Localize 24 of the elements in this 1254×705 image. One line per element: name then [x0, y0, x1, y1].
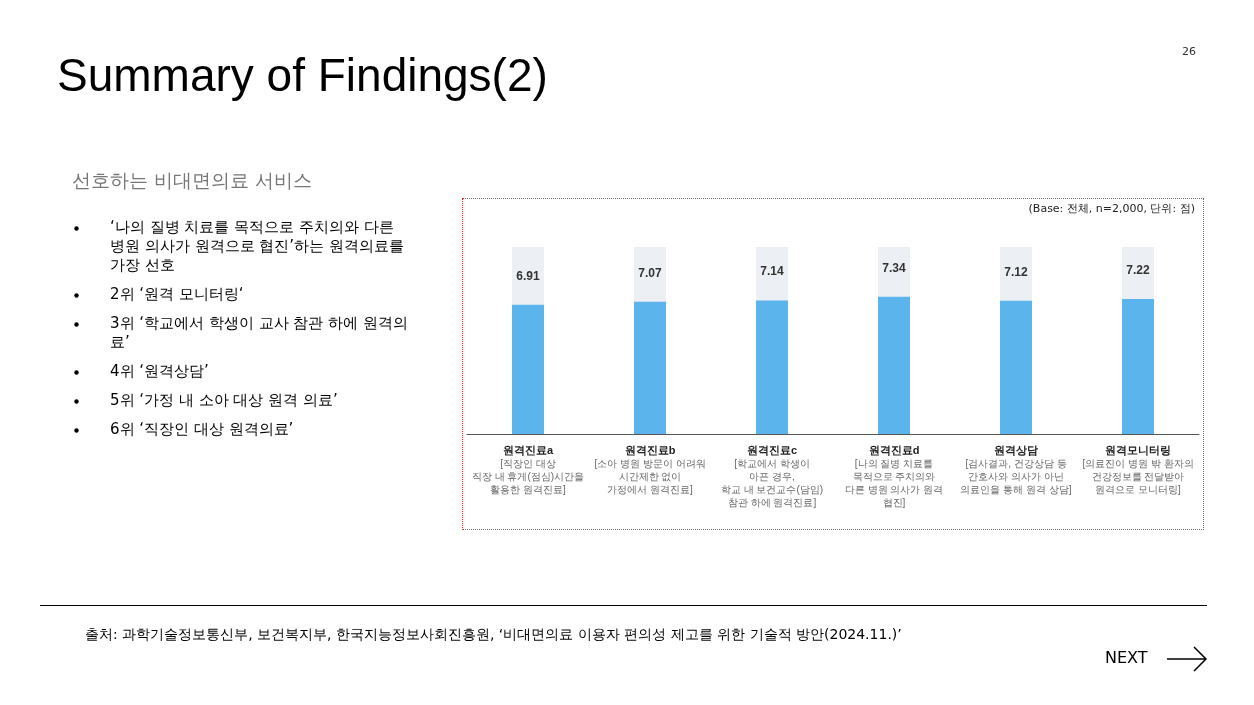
source-note: 출처: 과학기술정보통신부, 보건복지부, 한국지능정보사회진흥원, ‘비대면의료 이용자 편의성 제고를 위한 기술적 방안(2024.11.)’ — [85, 626, 902, 644]
x-tick-label: 원격상담 [검사결과, 건강상담 등 간호사와 의사가 아닌 의료인을 통해 원격 상담] — [960, 443, 1072, 495]
text: ‘나의 질병 치료를 목적으로 주치의와 다른 병원 의사가 원격으로 협진’하는 원격의료를 가장 선호 — [109, 218, 405, 275]
x-tick-label: 원격진료d [나의 질병 치료를 목적으로 주치의와 다른 병원 의사가 원격 협진] — [844, 443, 944, 508]
text: NEXT — [1105, 648, 1148, 667]
text: 선호하는 비대면의료 서비스 — [72, 168, 313, 193]
data-label: 7.14 — [760, 264, 784, 279]
data-label: 7.12 — [1004, 264, 1028, 279]
data-label: 7.07 — [638, 265, 662, 280]
data-label: 6.91 — [516, 268, 540, 283]
text: 4위 ‘원격상담’ — [109, 362, 210, 381]
x-tick-label: 원격진료b [소아 병원 방문이 어려워 시간제한 없이 가정에서 원격진료] — [594, 443, 706, 495]
data-label: 7.22 — [1126, 262, 1150, 277]
chart-title: Summary of Findings(2) — [57, 48, 548, 102]
text: 3위 ‘학교에서 학생이 교사 참관 하에 원격의료’ — [109, 314, 409, 352]
text: 5위 ‘가정 내 소아 대상 원격 의료’ — [109, 391, 339, 410]
text: (Base: 전체, n=2,000, 단위: 점) — [1028, 201, 1195, 216]
x-tick-label: 원격진료c [학교에서 학생이 아픈 경우, 학교 내 보건교수(담임) 참관 하에 원격진료] — [720, 443, 824, 508]
text: 6위 ‘직장인 대상 원격의료’ — [109, 420, 295, 439]
text: 26 — [1182, 45, 1196, 58]
x-tick-label: 원격진료a [직장인 대상 직장 내 휴게(점심)시간을 활용한 원격진료] — [471, 443, 585, 495]
text: 2위 ‘원격 모니터링‘ — [109, 285, 245, 304]
data-label: 7.34 — [882, 260, 906, 275]
x-tick-label: 원격모니터링 [의료진이 병원 밖 환자의 건강정보를 전달받아 원격으로 모니터링] — [1082, 443, 1194, 495]
